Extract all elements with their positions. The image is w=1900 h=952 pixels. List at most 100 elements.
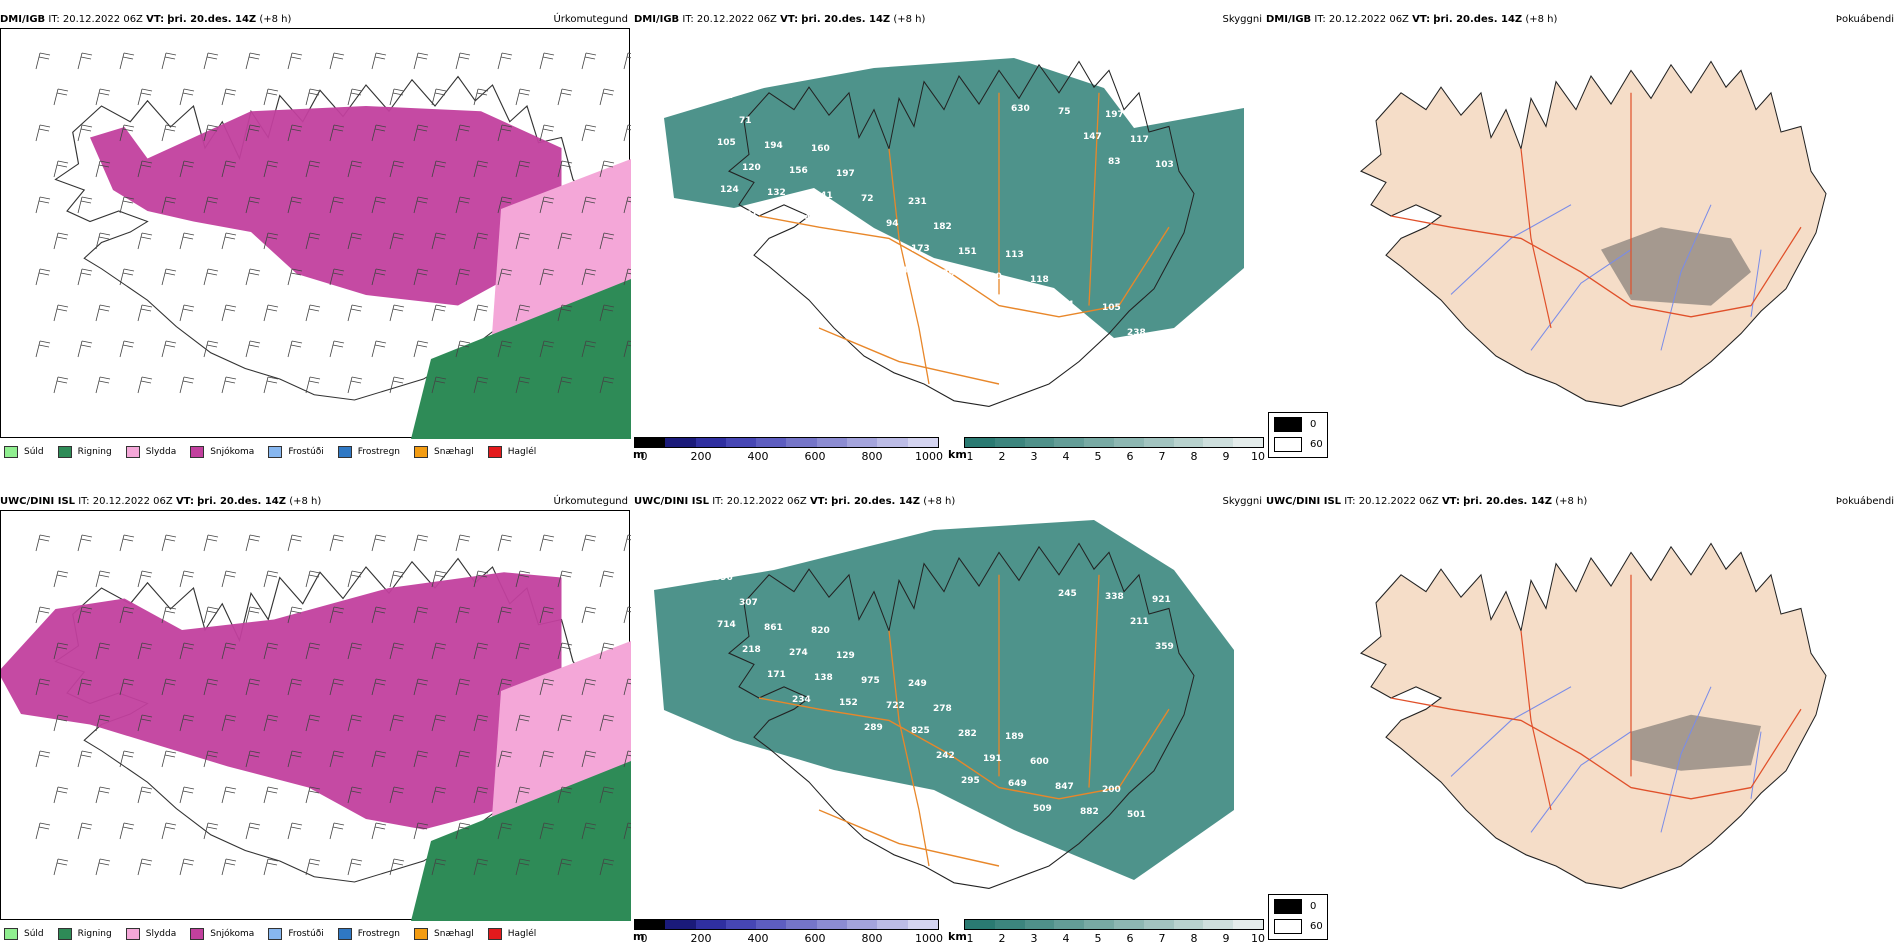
wind-barb [413,534,429,552]
wind-barb [371,340,387,358]
wind-barb [515,160,531,178]
panel-title: UWC/DINI ISL IT: 20.12.2022 06Z VT: þri.… [634,494,955,510]
cloud-base-label: 152 [839,698,858,708]
wind-barb [137,714,153,732]
wind-barb [599,160,615,178]
wind-barb [473,160,489,178]
wind-barb [557,858,573,876]
init-time: 20.12.2022 06Z [92,496,173,507]
panel-title: UWC/DINI ISL IT: 20.12.2022 06Z VT: þri.… [0,494,321,510]
colorbar-tick: 9 [1222,450,1230,463]
colorbar-tick: 3 [1030,450,1038,463]
iceland-map [727,60,1195,407]
panel-title: UWC/DINI ISL IT: 20.12.2022 06Z VT: þri.… [1266,494,1587,510]
colorbar-step [695,438,726,447]
wind-barb [179,88,195,106]
wind-barb [245,750,261,768]
legend-label: Frostregn [357,447,401,457]
wind-barb [137,232,153,250]
wind-barb [329,124,345,142]
legend-label: Snjókoma [210,447,255,457]
wind-barb [431,858,447,876]
wind-barb [35,196,51,214]
cloud-base-label: 338 [1105,592,1124,602]
wind-barb [581,340,597,358]
legend-item: Súld [4,928,44,940]
wind-barb [581,268,597,286]
wind-barb [473,376,489,394]
wind-barb [515,642,531,660]
wind-barb [179,160,195,178]
wind-barb [581,196,597,214]
wind-barb [497,124,513,142]
cloud-base-label: 105 [1102,303,1121,313]
wind-barb [557,88,573,106]
iceland-map [727,542,1195,889]
wind-barb [245,340,261,358]
wind-barb [329,750,345,768]
it-label: IT: [48,14,60,25]
wind-barb [371,196,387,214]
wind-barb [53,376,69,394]
wind-barb [413,606,429,624]
wind-barb [599,232,615,250]
cloud-base-label: 117 [1130,135,1149,145]
river-network [1450,204,1762,351]
cloud-base-label: 104 [961,294,980,304]
cloud-base-label: 306 [986,319,1005,329]
legend-swatch [190,928,205,940]
cloud-base-label: 282 [958,729,977,739]
wind-barb [35,678,51,696]
land-outline [727,60,1195,407]
cloud-base-colorbar: 0 200 400 600 800 1000 m [633,437,943,469]
fog-legend: 0 60 [1268,894,1328,940]
wind-barb [515,376,531,394]
colorbar-unit: m [633,930,645,943]
wind-barb [455,606,471,624]
colorbar-tick: 9 [1222,932,1230,945]
wind-barb [539,268,555,286]
legend-item: Snjókoma [190,446,254,458]
wind-barb [329,196,345,214]
cloud-base-label: 231 [908,197,927,207]
cloud-base-label: 132 [767,188,786,198]
colorbar-step [1113,438,1144,447]
valid-time: þri. 20.des. 14Z [197,496,286,507]
wind-barb [473,642,489,660]
legend-label: Snjókoma [210,929,255,939]
wind-barb [203,124,219,142]
cloud-base-label: 200 [1102,785,1121,795]
wind-barb [263,376,279,394]
wind-barb [245,822,261,840]
wind-barb [53,642,69,660]
colorbar-step [1143,920,1174,929]
wind-barb [161,822,177,840]
wind-barb [329,678,345,696]
colorbar-tick: 600 [804,932,826,945]
vt-label: VT: [175,496,194,507]
wind-barb [497,196,513,214]
wind-barb [53,304,69,322]
wind-barb [599,786,615,804]
map-canvas: 396 820 249 189 200 307 129 278 600 501 861 975 282 8… [634,510,1264,920]
colorbar-step [847,438,878,447]
wind-barb [371,124,387,142]
legend-label: Haglél [507,447,537,457]
wind-barb [371,534,387,552]
colorbar-step [1024,920,1055,929]
lead-time: (+8 h) [1555,496,1588,507]
wind-barb [599,570,615,588]
init-time: 20.12.2022 06Z [726,496,807,507]
wind-barb [221,642,237,660]
wind-barb [179,570,195,588]
cloud-base-label: 234 [792,695,811,705]
cloud-base-label: 103 [1155,160,1174,170]
vt-label: VT: [809,496,828,507]
wind-barb [557,570,573,588]
wind-barb [221,160,237,178]
legend-swatch [414,928,429,940]
legend-item: Snæhagl [414,446,474,458]
map-panel: DMI/IGB IT: 20.12.2022 06Z VT: þri. 20.d… [0,0,657,470]
colorbar-tick: 800 [861,932,883,945]
legend-swatch [4,446,18,458]
